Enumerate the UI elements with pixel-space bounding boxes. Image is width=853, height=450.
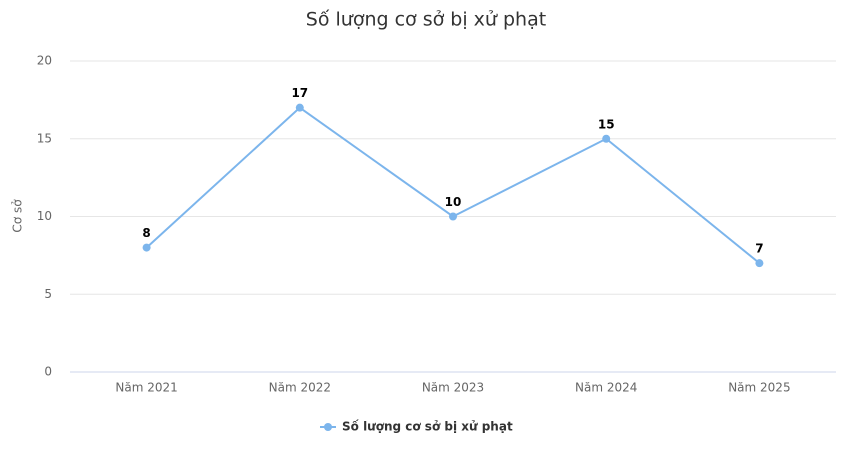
point [449, 212, 457, 221]
x-tick-label: Năm 2024 [575, 381, 637, 395]
data-label: 10 [445, 195, 462, 209]
data-label: 8 [142, 226, 150, 240]
y-tick-label: 5 [44, 287, 52, 301]
series-line [145, 106, 761, 264]
y-tick-label: 20 [37, 54, 52, 68]
legend-label: Số lượng cơ sở bị xử phạt [342, 420, 513, 434]
data-label: 15 [598, 117, 615, 131]
point [602, 134, 611, 143]
y-tick-label: 10 [37, 209, 52, 223]
data-label: 17 [291, 86, 308, 100]
data-label: 7 [755, 242, 763, 256]
y-axis-title: Cơ sở [11, 199, 25, 233]
point [142, 243, 151, 252]
x-tick-label: Năm 2021 [115, 381, 177, 395]
legend-marker [324, 423, 332, 431]
point [755, 259, 764, 268]
y-tick-label: 0 [44, 365, 52, 379]
chart-title: Số lượng cơ sở bị xử phạt [306, 9, 546, 31]
point [295, 103, 304, 112]
x-tick-label: Năm 2022 [269, 381, 331, 395]
y-tick-label: 15 [37, 131, 52, 145]
x-tick-label: Năm 2025 [728, 381, 790, 395]
x-tick-label: Năm 2023 [422, 381, 484, 395]
